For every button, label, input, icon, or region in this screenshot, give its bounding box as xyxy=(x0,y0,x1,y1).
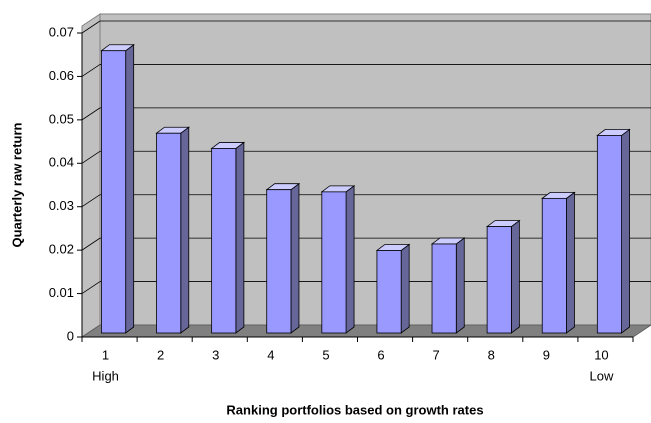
bar xyxy=(486,226,512,334)
y-tick-label: 0.02 xyxy=(49,242,74,257)
bar-side xyxy=(180,126,190,334)
y-tick-label: 0.03 xyxy=(49,198,74,213)
x-tick-label: 6 xyxy=(377,347,384,362)
bar-side xyxy=(345,185,355,334)
y-axis-title: Quarterly raw return xyxy=(9,122,24,247)
x-tick-label: 8 xyxy=(488,347,495,362)
x-tick-note: High xyxy=(92,368,119,383)
bar-side xyxy=(290,182,300,334)
bar xyxy=(376,250,402,334)
bar-side xyxy=(235,141,245,334)
x-tick-label: 3 xyxy=(212,347,219,362)
grid-line xyxy=(81,150,101,164)
bar xyxy=(321,191,347,334)
x-tick-label: 4 xyxy=(267,347,274,362)
x-tick-label: 5 xyxy=(322,347,329,362)
bar xyxy=(156,132,182,334)
bar-side xyxy=(400,243,410,334)
x-axis-title: Ranking portfolios based on growth rates xyxy=(226,402,483,417)
x-tick-note: Low xyxy=(590,368,614,383)
y-tick-label: 0.07 xyxy=(49,24,74,39)
x-tick-label: 2 xyxy=(157,347,164,362)
y-tick-label: 0.01 xyxy=(49,285,74,300)
grid-line xyxy=(81,64,101,77)
x-tick-label: 1 xyxy=(102,347,109,362)
bar-side xyxy=(566,191,575,334)
y-tick-label: 0.04 xyxy=(49,155,74,170)
grid-line xyxy=(81,20,101,34)
bar xyxy=(101,50,127,334)
x-tick-label: 10 xyxy=(594,347,608,362)
y-tick-label: 0.05 xyxy=(49,111,74,126)
grid-line xyxy=(81,194,101,208)
bar xyxy=(541,197,567,334)
bar xyxy=(266,189,292,334)
grid-line xyxy=(81,107,101,121)
y-tick-label: 0 xyxy=(67,328,74,343)
grid-line xyxy=(81,281,101,294)
grid-line xyxy=(81,237,101,251)
bar xyxy=(431,243,457,334)
bar-side xyxy=(125,43,135,334)
x-tick-label: 9 xyxy=(543,347,550,362)
bar-side xyxy=(621,128,630,334)
y-tick-label: 0.06 xyxy=(49,68,74,83)
side-wall xyxy=(81,13,101,338)
bar xyxy=(596,134,622,334)
bar-side xyxy=(510,219,520,334)
x-tick-label: 7 xyxy=(433,347,440,362)
bar xyxy=(211,148,237,334)
bar-side xyxy=(455,237,465,334)
